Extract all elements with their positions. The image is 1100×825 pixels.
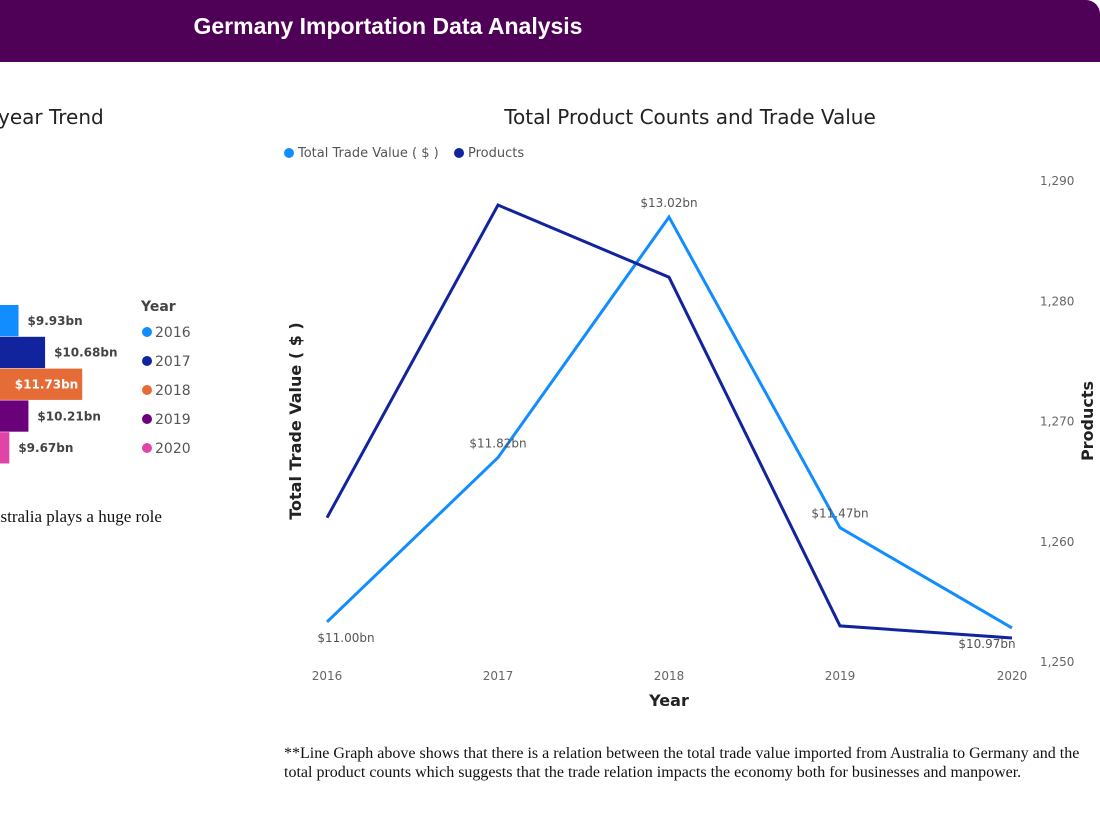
x-tick-label: 2019 bbox=[825, 669, 856, 683]
y2-tick-label: 1,290 bbox=[1040, 174, 1074, 188]
x-tick-label: 2020 bbox=[997, 669, 1028, 683]
legend-label: 2017 bbox=[155, 354, 191, 370]
bar-data-label: $10.21bn bbox=[37, 409, 100, 423]
x-tick-label: 2016 bbox=[312, 669, 343, 683]
y2-axis-title: Products bbox=[1078, 381, 1097, 461]
legend-dot-icon bbox=[142, 414, 152, 424]
legend-dot-icon bbox=[142, 385, 152, 395]
series-line-trade-value bbox=[325, 214, 1013, 630]
legend-trade-value[interactable]: Total Trade Value ( $ ) bbox=[284, 146, 439, 161]
legend-item-2017[interactable]: 2017 bbox=[142, 354, 191, 370]
legend-label: 2018 bbox=[155, 383, 191, 399]
bar-data-label: $9.67bn bbox=[18, 441, 73, 455]
legend-dot-icon bbox=[454, 148, 464, 158]
legend-item-2019[interactable]: 2019 bbox=[142, 412, 191, 428]
bar-chart-title: year Trend bbox=[0, 105, 104, 129]
legend-label: Products bbox=[468, 146, 525, 161]
legend-dot-icon bbox=[284, 148, 294, 158]
y-axis-title: Total Trade Value ( $ ) bbox=[286, 322, 305, 520]
line-data-label: $10.97bn bbox=[958, 637, 1015, 651]
page-title: Germany Importation Data Analysis bbox=[193, 13, 583, 39]
bar-2017 bbox=[0, 336, 46, 369]
legend-products[interactable]: Products bbox=[454, 146, 524, 161]
x-tick-label: 2017 bbox=[483, 669, 514, 683]
legend-label: 2016 bbox=[155, 325, 191, 341]
bar-2020 bbox=[0, 432, 10, 464]
left-note: ustralia plays a huge role bbox=[0, 507, 162, 526]
legend-dot-icon bbox=[142, 356, 152, 366]
bar-data-label: $9.93bn bbox=[28, 314, 83, 328]
legend-label: 2019 bbox=[155, 412, 191, 428]
line-chart-title: Total Product Counts and Trade Value bbox=[504, 105, 876, 129]
bar-2016 bbox=[0, 305, 19, 337]
x-axis-title: Year bbox=[648, 691, 689, 710]
legend-label: 2020 bbox=[155, 441, 191, 457]
y2-tick-label: 1,270 bbox=[1040, 415, 1074, 429]
legend-item-2020[interactable]: 2020 bbox=[142, 441, 191, 457]
series-line-products bbox=[325, 203, 1013, 640]
bar-2019 bbox=[0, 400, 29, 432]
legend-dot-icon bbox=[142, 443, 152, 453]
legend-item-2018[interactable]: 2018 bbox=[142, 383, 191, 399]
x-tick-label: 2018 bbox=[654, 669, 685, 683]
line-data-label: $13.02bn bbox=[640, 196, 697, 210]
chart-note: **Line Graph above shows that there is a… bbox=[284, 745, 1080, 781]
legend-item-2016[interactable]: 2016 bbox=[142, 325, 191, 341]
header-bar: Germany Importation Data Analysis bbox=[0, 0, 1100, 62]
line-data-label: $11.00bn bbox=[317, 631, 374, 645]
y2-tick-label: 1,260 bbox=[1040, 535, 1074, 549]
bar-data-label: $11.73bn bbox=[15, 378, 78, 392]
legend-dot-icon bbox=[142, 327, 152, 337]
bar-legend-title: Year bbox=[141, 299, 176, 315]
bar-data-label: $10.68bn bbox=[54, 346, 117, 360]
line-data-label: $11.47bn bbox=[811, 507, 868, 521]
bar-2018 bbox=[0, 368, 83, 400]
y2-tick-label: 1,280 bbox=[1040, 294, 1074, 308]
line-data-label: $11.82bn bbox=[469, 437, 526, 451]
legend-label: Total Trade Value ( $ ) bbox=[298, 146, 439, 161]
y2-tick-label: 1,250 bbox=[1040, 655, 1074, 669]
